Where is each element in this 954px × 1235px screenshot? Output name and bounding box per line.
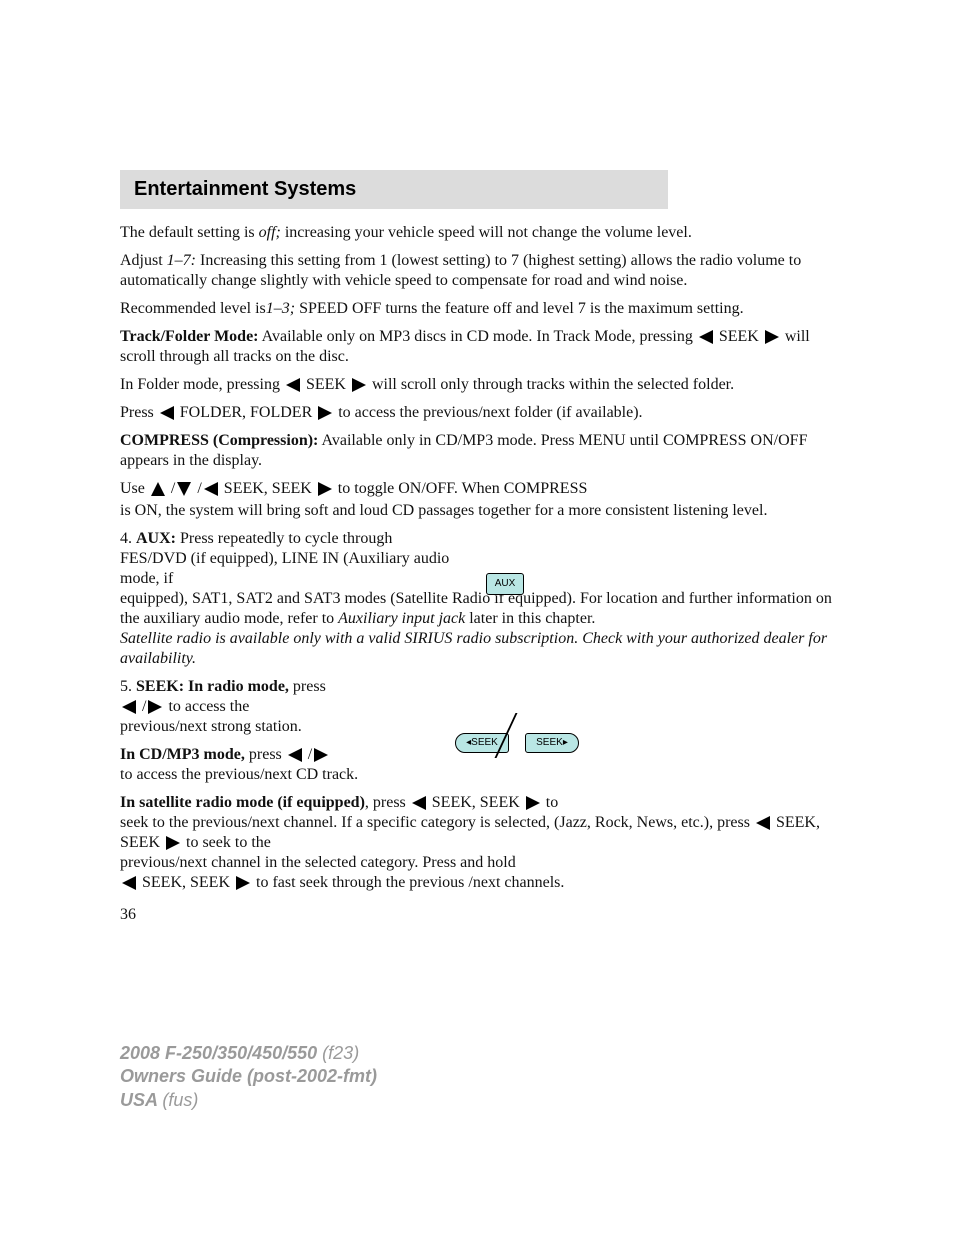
- text: Press: [120, 404, 158, 421]
- paragraph-seek-radio: 5. SEEK: In radio mode, press: [120, 677, 440, 697]
- text: to access the: [164, 698, 249, 715]
- paragraph-satellite-mode: In satellite radio mode (if equipped), p…: [120, 793, 834, 813]
- text: USA: [120, 1090, 162, 1110]
- page-number: 36: [120, 905, 834, 925]
- seek-right-icon: [314, 748, 328, 762]
- text: 5.: [120, 678, 136, 695]
- seek-left-icon: [699, 330, 713, 344]
- text: 2008 F-250/350/450/550: [120, 1043, 322, 1063]
- text: (f23): [322, 1043, 359, 1063]
- document-page: Entertainment Systems The default settin…: [0, 0, 954, 925]
- text: will scroll only through tracks within t…: [368, 376, 734, 393]
- paragraph-aux: 4. AUX: Press repeatedly to cycle throug…: [120, 529, 460, 589]
- folder-left-icon: [160, 406, 174, 420]
- seek-right-icon: [352, 378, 366, 392]
- text: 4.: [120, 530, 136, 547]
- footer-line-2: Owners Guide (post-2002-fmt): [120, 1065, 377, 1088]
- text: FOLDER, FOLDER: [176, 404, 316, 421]
- text: SEEK, SEEK: [428, 794, 524, 811]
- seek-left-icon: [286, 378, 300, 392]
- seek-right-icon: [236, 876, 250, 890]
- text: Recommended level is: [120, 300, 266, 317]
- paragraph-seek-radio-2: / to access the: [120, 697, 440, 717]
- text-italic: off;: [259, 224, 281, 241]
- text: SEEK, SEEK: [138, 874, 234, 891]
- text: Adjust: [120, 252, 167, 269]
- text: (fus): [162, 1090, 198, 1110]
- folder-right-icon: [318, 406, 332, 420]
- paragraph-folder-press: Press FOLDER, FOLDER to access the previ…: [120, 403, 834, 423]
- text: to seek to the: [182, 834, 271, 851]
- paragraph-compress-use: Use / / SEEK, SEEK to toggle ON/OFF. Whe…: [120, 479, 834, 499]
- down-icon: [177, 482, 191, 496]
- paragraph-compress: COMPRESS (Compression): Available only i…: [120, 431, 834, 471]
- seek-button-graphic: ◂SEEK SEEK▸: [455, 715, 590, 755]
- up-icon: [151, 482, 165, 496]
- seek-right-button: SEEK▸: [525, 733, 579, 753]
- paragraph-satellite-note: Satellite radio is available only with a…: [120, 629, 834, 669]
- text: to access the previous/next folder (if a…: [334, 404, 642, 421]
- text: SEEK: [715, 328, 763, 345]
- paragraph-satellite-mode-3: previous/next channel in the selected ca…: [120, 853, 834, 873]
- text: Use: [120, 480, 149, 497]
- text: SEEK: [302, 376, 350, 393]
- text: to toggle ON/OFF. When COMPRESS: [334, 480, 588, 497]
- section-header: Entertainment Systems: [120, 170, 668, 209]
- text: to: [542, 794, 558, 811]
- paragraph-cd-mode-2: to access the previous/next CD track.: [120, 765, 834, 785]
- text: press: [245, 746, 286, 763]
- text-italic: 1–7:: [167, 252, 196, 269]
- text: , press: [365, 794, 410, 811]
- paragraph-default-setting: The default setting is off; increasing y…: [120, 223, 834, 243]
- heading-inline: COMPRESS (Compression):: [120, 432, 318, 449]
- page-footer: 2008 F-250/350/450/550 (f23) Owners Guid…: [120, 1042, 377, 1112]
- seek-left-icon: [122, 876, 136, 890]
- seek-right-icon: [148, 700, 162, 714]
- paragraph-track-folder-2: In Folder mode, pressing SEEK will scrol…: [120, 375, 834, 395]
- text: press: [289, 678, 326, 695]
- text: /: [138, 698, 146, 715]
- text: Available only on MP3 discs in CD mode. …: [259, 328, 697, 345]
- paragraph-recommended: Recommended level is1–3; SPEED OFF turns…: [120, 299, 834, 319]
- text: /: [167, 480, 175, 497]
- footer-line-1: 2008 F-250/350/450/550 (f23): [120, 1042, 377, 1065]
- aux-button-graphic: AUX: [486, 573, 524, 595]
- paragraph-aux-2: equipped), SAT1, SAT2 and SAT3 modes (Sa…: [120, 589, 834, 629]
- seek-left-icon: [122, 700, 136, 714]
- text: Increasing this setting from 1 (lowest s…: [120, 252, 801, 289]
- text: to fast seek through the previous /next …: [252, 874, 564, 891]
- paragraph-satellite-mode-2: seek to the previous/next channel. If a …: [120, 813, 834, 853]
- text: seek to the previous/next channel. If a …: [120, 814, 754, 831]
- text: /: [193, 480, 201, 497]
- heading-inline: AUX:: [136, 530, 176, 547]
- paragraph-seek-radio-3: previous/next strong station.: [120, 717, 440, 737]
- seek-left-icon: [204, 482, 218, 496]
- seek-right-icon: [318, 482, 332, 496]
- heading-inline: In satellite radio mode (if equipped): [120, 794, 365, 811]
- paragraph-track-folder-1: Track/Folder Mode: Available only on MP3…: [120, 327, 834, 367]
- seek-left-icon: [288, 748, 302, 762]
- seek-right-icon: [765, 330, 779, 344]
- heading-inline: Track/Folder Mode:: [120, 328, 259, 345]
- paragraph-compress-use2: is ON, the system will bring soft and lo…: [120, 501, 834, 521]
- text: The default setting is: [120, 224, 259, 241]
- seek-left-icon: [412, 796, 426, 810]
- seek-left-icon: [756, 816, 770, 830]
- paragraph-adjust: Adjust 1–7: Increasing this setting from…: [120, 251, 834, 291]
- seek-right-icon: [526, 796, 540, 810]
- paragraph-satellite-mode-4: SEEK, SEEK to fast seek through the prev…: [120, 873, 834, 893]
- footer-line-3: USA (fus): [120, 1089, 377, 1112]
- text: /: [304, 746, 312, 763]
- text: SPEED OFF turns the feature off and leve…: [295, 300, 744, 317]
- heading-inline: In CD/MP3 mode,: [120, 746, 245, 763]
- text-italic: 1–3;: [266, 300, 295, 317]
- text-italic: Auxiliary input jack: [338, 610, 465, 627]
- text: later in this chapter.: [465, 610, 595, 627]
- text: increasing your vehicle speed will not c…: [281, 224, 692, 241]
- text: SEEK, SEEK: [220, 480, 316, 497]
- seek-right-icon: [166, 836, 180, 850]
- heading-inline: SEEK: In radio mode,: [136, 678, 289, 695]
- text: In Folder mode, pressing: [120, 376, 284, 393]
